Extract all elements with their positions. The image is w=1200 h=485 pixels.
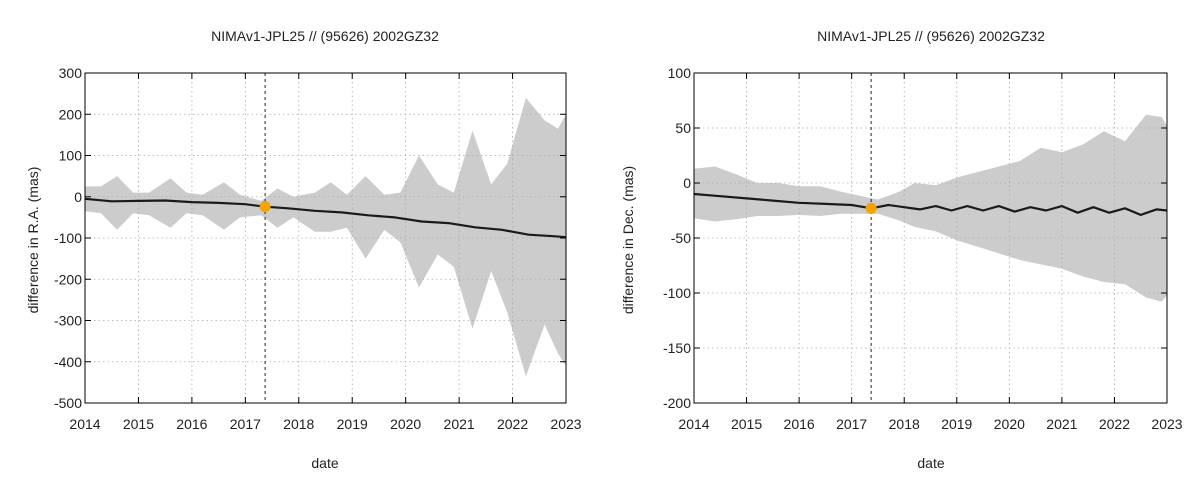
ra-uncertainty-band xyxy=(85,97,566,377)
ra-x-tick-label: 2017 xyxy=(230,416,261,432)
ra-y-tick-label: 200 xyxy=(59,106,83,122)
dec-y-tick-label: 0 xyxy=(683,175,691,191)
ra-y-tick-label: -300 xyxy=(54,313,82,329)
ra-chart-title: NIMAv1-JPL25 // (95626) 2002GZ32 xyxy=(211,28,439,44)
dec-y-tick-label: -200 xyxy=(663,395,691,411)
ra-x-axis-label: date xyxy=(311,455,338,471)
dec-x-tick-label: 2016 xyxy=(784,416,815,432)
ra-y-axis-label: difference in R.A. (mas) xyxy=(25,167,41,314)
dec-x-tick-label: 2022 xyxy=(1099,416,1130,432)
dec-x-tick-label: 2015 xyxy=(731,416,762,432)
dec-x-tick-label: 2023 xyxy=(1151,416,1182,432)
dec-x-tick-label: 2018 xyxy=(889,416,920,432)
dec-x-tick-label: 2020 xyxy=(994,416,1025,432)
ra-y-tick-label: -100 xyxy=(54,230,82,246)
ra-x-tick-label: 2021 xyxy=(444,416,475,432)
dec-epoch-marker xyxy=(865,202,877,214)
ra-difference-line xyxy=(84,197,567,239)
ra-y-tick-label: -400 xyxy=(54,354,82,370)
dec-chart-panel: 100 50 0 -50 -100 -150 -200 2014 2015 2016 2017 201… xyxy=(620,28,1183,471)
ra-x-tick-label: 2015 xyxy=(123,416,154,432)
dec-x-axis-label: date xyxy=(917,455,944,471)
ra-epoch-marker xyxy=(259,201,271,213)
ra-y-tick-label: 100 xyxy=(59,148,83,164)
ra-x-tick-label: 2016 xyxy=(176,416,207,432)
dec-y-axis-label: difference in Dec. (mas) xyxy=(620,166,636,314)
dec-y-tick-label: 50 xyxy=(675,120,691,136)
ra-y-tick-label: 0 xyxy=(74,189,82,205)
dec-x-tick-label: 2017 xyxy=(836,416,867,432)
ra-x-tick-label: 2019 xyxy=(337,416,368,432)
dec-x-tick-label: 2019 xyxy=(941,416,972,432)
dec-difference-line xyxy=(693,192,1168,216)
dec-x-tick-label: 2014 xyxy=(678,416,709,432)
ra-x-tick-label: 2020 xyxy=(390,416,421,432)
ra-x-tick-label: 2014 xyxy=(69,416,100,432)
dec-x-tick-label: 2021 xyxy=(1046,416,1077,432)
dec-y-tick-label: -100 xyxy=(663,285,691,301)
ra-x-tick-label: 2023 xyxy=(550,416,581,432)
dec-chart-title: NIMAv1-JPL25 // (95626) 2002GZ32 xyxy=(817,28,1045,44)
ra-chart-panel: 300 200 100 0 -100 -200 -300 -400 -500 2014 2015 20… xyxy=(25,28,582,471)
ra-y-tick-label: -200 xyxy=(54,271,82,287)
ra-y-tick-label: -500 xyxy=(54,395,82,411)
ra-y-tick-label: 300 xyxy=(59,65,83,81)
ra-x-tick-label: 2022 xyxy=(497,416,528,432)
dec-y-tick-label: -150 xyxy=(663,340,691,356)
dec-y-tick-label: -50 xyxy=(671,230,691,246)
dec-y-tick-label: 100 xyxy=(668,65,692,81)
ra-x-tick-label: 2018 xyxy=(283,416,314,432)
